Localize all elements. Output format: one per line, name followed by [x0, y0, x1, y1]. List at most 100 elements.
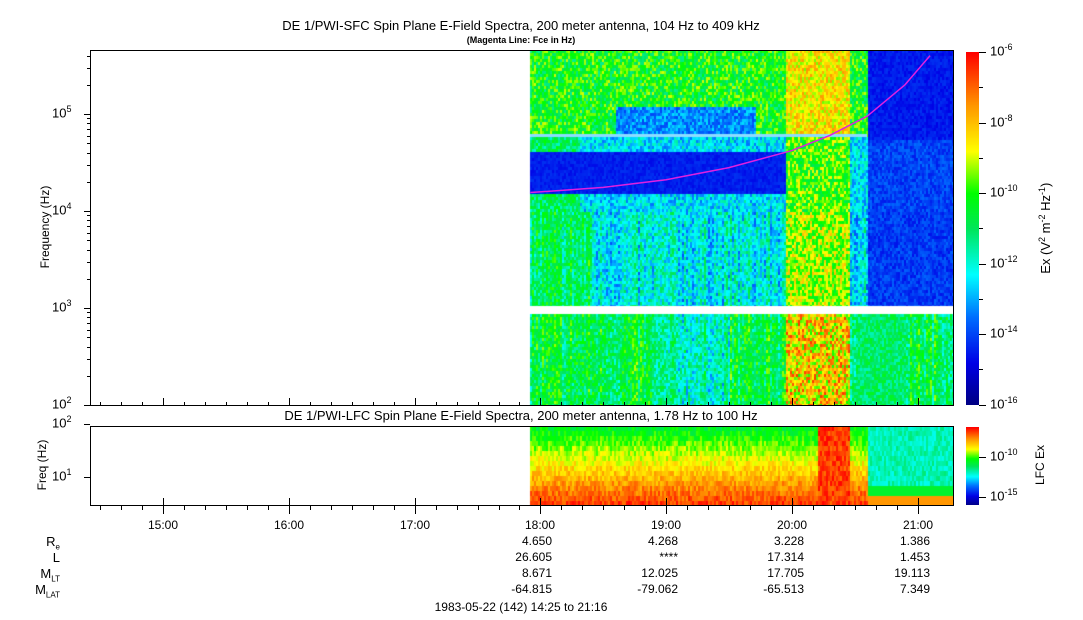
ephemeris-value: 26.605: [515, 550, 552, 564]
ephemeris-row-label: MLAT: [20, 582, 60, 600]
sfc-xtick: [415, 398, 416, 405]
sfc-ytick: [84, 114, 90, 115]
sfc-minor-tick: [87, 129, 90, 131]
sfc-xtick-minor: [561, 402, 562, 405]
sfc-plot-frame: [90, 50, 954, 406]
sfc-xtick-minor: [205, 402, 206, 405]
tick-base: 10: [52, 105, 67, 121]
tick-base: 10: [52, 202, 67, 218]
tick-exponent: -10: [1004, 447, 1018, 457]
sfc-xtick-minor: [226, 402, 227, 405]
lfc-colorbar-tick: [979, 457, 986, 458]
colorbar-minor-tick: [979, 369, 983, 371]
label: R: [46, 534, 56, 549]
ephemeris-value: -79.062: [637, 582, 678, 596]
label: M: [35, 582, 46, 597]
colorbar-tick-label: 10-16: [990, 395, 1017, 411]
xtick-minor: [310, 506, 311, 510]
xtick-minor: [121, 506, 122, 510]
sfc-minor-tick: [87, 346, 90, 348]
sfc-minor-tick: [87, 240, 90, 242]
xtick-minor: [603, 506, 604, 510]
colorbar-tick: [979, 263, 986, 265]
sfc-xtick: [540, 398, 541, 405]
footer-date-range: 1983-05-22 (142) 14:25 to 21:16: [434, 600, 608, 614]
sfc-ytick: [84, 211, 90, 212]
sfc-xtick-minor: [687, 402, 688, 405]
xtick-minor: [897, 506, 898, 510]
sfc-xtick-minor: [855, 402, 856, 405]
xtick-minor: [519, 506, 520, 510]
xtick-minor: [142, 506, 143, 510]
tick-base: 10: [990, 448, 1005, 464]
sfc-xtick-minor: [310, 402, 311, 405]
ephemeris-value: -65.513: [763, 582, 804, 596]
sfc-subtitle: (Magenta Line: Fce in Hz): [466, 35, 576, 45]
lfc-xtick: [163, 498, 164, 505]
fce-line: [530, 55, 931, 194]
sfc-spectrogram: [90, 50, 953, 405]
lfc-ylabel: Freq (Hz): [35, 439, 49, 491]
tick-base: 10: [990, 43, 1005, 59]
sfc-ylabel: Frequency (Hz): [38, 185, 52, 269]
xtick-minor: [834, 506, 835, 510]
xtick-minor: [645, 506, 646, 510]
colorbar-tick: [979, 334, 986, 336]
xtick-label: 20:00: [776, 518, 808, 532]
colorbar-tick-label: 10-12: [990, 254, 1017, 270]
sfc-xtick-minor: [708, 402, 709, 405]
ephemeris-row-label: Re: [20, 534, 60, 552]
xtick-minor: [352, 506, 353, 510]
xtick-minor: [331, 506, 332, 510]
xtick-minor: [876, 506, 877, 510]
fce-line-layer: [530, 55, 931, 194]
xtick-minor: [394, 506, 395, 510]
tick-base: 10: [52, 468, 67, 484]
xtick-minor: [729, 506, 730, 510]
sfc-xtick-minor: [813, 402, 814, 405]
sfc-minor-tick: [87, 261, 90, 263]
xtick-label: 15:00: [147, 518, 179, 532]
xtick-minor: [226, 506, 227, 510]
sfc-minor-tick: [87, 226, 90, 228]
sfc-ytick: [84, 308, 90, 309]
tick-base: 10: [990, 255, 1005, 271]
sfc-minor-tick: [87, 152, 90, 154]
lfc-xtick: [666, 498, 667, 505]
ephemeris-value: 12.025: [641, 566, 678, 580]
sfc-xtick-minor: [603, 402, 604, 405]
xtick-minor: [373, 506, 374, 510]
sfc-minor-tick: [87, 164, 90, 166]
sfc-minor-tick: [87, 329, 90, 331]
colorbar-tick: [979, 193, 986, 195]
sfc-xtick: [918, 398, 919, 405]
sfc-minor-tick: [87, 123, 90, 125]
xtick-label: 19:00: [650, 518, 682, 532]
tick-exponent: -12: [1004, 253, 1018, 264]
label: M: [40, 566, 52, 581]
tick-exponent: 2: [66, 395, 72, 405]
sfc-xtick-minor: [750, 402, 751, 405]
tick-base: 10: [52, 396, 67, 412]
tick-exponent: 1: [66, 467, 72, 478]
xtick-minor: [624, 506, 625, 510]
label: L: [52, 550, 60, 565]
lfc-colorbar-tick-label: 10-15: [990, 487, 1017, 503]
sfc-xtick-minor: [834, 402, 835, 405]
sfc-ytick-label: 102: [52, 395, 71, 411]
xtick-minor: [708, 506, 709, 510]
xtick-label: 21:00: [902, 518, 934, 532]
tick-exponent: -16: [1004, 395, 1018, 405]
lfc-colorbar-label: LFC Ex: [1033, 445, 1047, 486]
sfc-colorbar-label: Ex (V2 m-2 Hz-1): [1036, 182, 1054, 274]
sfc-xtick-minor: [897, 402, 898, 405]
tick-base: 10: [990, 184, 1005, 200]
xtick-label: 16:00: [273, 518, 305, 532]
lfc-ytick: [84, 424, 90, 426]
sfc-xtick-minor: [373, 402, 374, 405]
lfc-xtick: [415, 498, 416, 505]
lfc-colorbar-tick-label: 10-10: [990, 447, 1017, 463]
sfc-xtick-minor: [268, 402, 269, 405]
ephemeris-value: 7.349: [899, 582, 930, 596]
xtick-minor: [100, 506, 101, 510]
